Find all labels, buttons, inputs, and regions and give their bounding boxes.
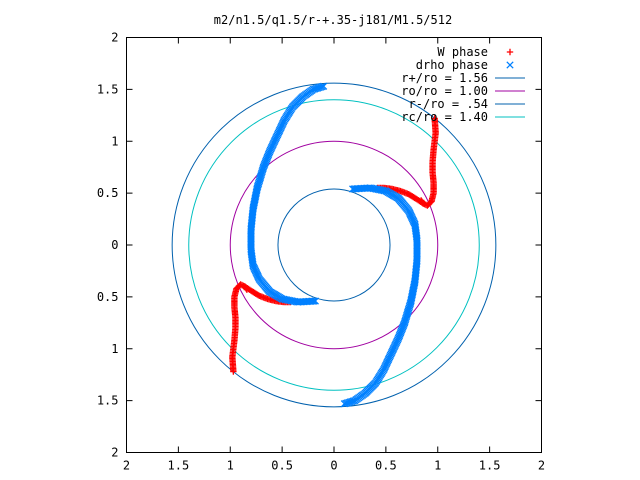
x-tick-label: 0 [330, 459, 337, 473]
y-tick-label: 0.5 [97, 186, 119, 200]
reference-circle [277, 188, 391, 302]
x-tick-label: 1.5 [479, 459, 501, 473]
y-tick-label: 2 [111, 31, 118, 45]
legend-label: r+/ro = 1.56 [401, 71, 488, 85]
chart-title: m2/n1.5/q1.5/r-+.35-j181/M1.5/512 [214, 13, 452, 27]
drho-phase-point [351, 185, 360, 193]
legend-label: ro/ro = 1.00 [401, 84, 488, 98]
reference-circle [171, 82, 497, 408]
legend-label: W phase [437, 45, 488, 59]
drho-phase-point [349, 185, 357, 193]
y-tick-label: 1.5 [97, 394, 119, 408]
x-tick-label: 2 [123, 459, 130, 473]
legend-label: r-/ro = .54 [409, 97, 488, 111]
reference-circle [229, 140, 439, 350]
w-phase-point [506, 48, 514, 56]
y-tick-label: 1 [111, 342, 118, 356]
drho-phase-point [311, 297, 319, 305]
phase-markers [229, 48, 514, 408]
x-tick-label: 1 [434, 459, 441, 473]
x-tick-label: 2 [538, 459, 545, 473]
axis-ticks: 2 1.5 1 0.5 0 0.5 1 1.5 221.510.500.511.52 [97, 31, 545, 473]
y-tick-label: 2 [111, 446, 118, 460]
y-tick-label: 0.5 [97, 290, 119, 304]
reference-circles [171, 82, 497, 408]
drho-phase-point [506, 61, 514, 69]
reference-circle [188, 99, 480, 391]
x-tick-label: 1.5 [168, 459, 190, 473]
legend-label: drho phase [416, 58, 488, 72]
y-tick-label: 1 [111, 134, 118, 148]
drho-phase-point [308, 297, 317, 305]
y-tick-label: 0 [111, 238, 118, 252]
x-tick-label: 0.5 [271, 459, 293, 473]
x-tick-label: 0.5 [375, 459, 397, 473]
y-tick-label: 1.5 [97, 82, 119, 96]
drho-phase-point [310, 297, 318, 305]
x-tick-label: 1 [227, 459, 234, 473]
drho-phase-point [350, 185, 358, 193]
legend-label: rc/ro = 1.40 [401, 110, 488, 124]
